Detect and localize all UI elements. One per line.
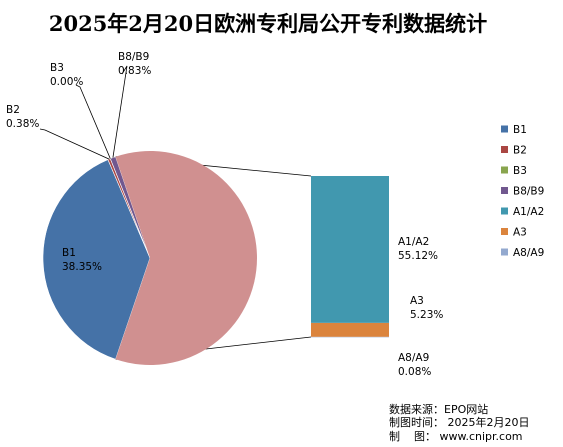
legend-item-a3: A3 bbox=[501, 227, 527, 239]
legend-swatch-b8b9 bbox=[501, 187, 508, 194]
chart-title: 2025年2月20日欧洲专利局公开专利数据统计 bbox=[49, 11, 487, 36]
label-name-a1a2: A1/A2 bbox=[398, 236, 429, 248]
legend-item-b1: B1 bbox=[501, 124, 527, 136]
legend-item-b8b9: B8/B9 bbox=[501, 186, 544, 198]
label-name-a3: A3 bbox=[410, 295, 424, 307]
label-name-a8a9: A8/A9 bbox=[398, 352, 429, 364]
date-line: 制图时间： 2025年2月20日 bbox=[389, 415, 530, 429]
bar-segment-a1a2 bbox=[311, 176, 389, 323]
legend-label-b3: B3 bbox=[513, 165, 527, 177]
label-value-a3: 5.23% bbox=[410, 309, 443, 321]
data-label-b2: B2 0.38% bbox=[6, 104, 39, 130]
data-label-b3: B30.00% bbox=[50, 62, 83, 88]
data-label-a8a9: A8/A9 0.08% bbox=[398, 352, 431, 378]
legend-swatch-a3 bbox=[501, 228, 508, 235]
bar-segment-a8a9 bbox=[311, 337, 389, 338]
legend-label-b2: B2 bbox=[513, 145, 527, 157]
legend-swatch-b2 bbox=[501, 146, 508, 153]
legend-label-a1a2: A1/A2 bbox=[513, 206, 544, 218]
data-label-a3: A3 5.23% bbox=[410, 295, 443, 321]
legend-swatch-a8a9 bbox=[501, 249, 508, 256]
bar-segment-a3 bbox=[311, 323, 389, 337]
label-value-b1: 38.35% bbox=[62, 261, 102, 273]
author-line: 制 图： www.cnipr.com bbox=[389, 430, 523, 443]
label-name-b2: B2 bbox=[6, 104, 20, 116]
label-value-a8a9: 0.08% bbox=[398, 366, 431, 378]
label-value-a1a2: 55.12% bbox=[398, 250, 438, 262]
data-label-a1a2: A1/A2 55.12% bbox=[398, 236, 438, 262]
legend-label-b8b9: B8/B9 bbox=[513, 186, 544, 198]
label-name-b8b9: B8/B9 bbox=[118, 51, 149, 63]
label-name-b3: B3 bbox=[50, 62, 64, 74]
label-value-b8b9: 0.83% bbox=[118, 65, 151, 77]
stacked-bar bbox=[311, 176, 389, 337]
legend-item-b2: B2 bbox=[501, 145, 527, 157]
legend-label-b1: B1 bbox=[513, 124, 527, 136]
leader-line-b2 bbox=[40, 129, 109, 159]
label-name-b1: B1 bbox=[62, 247, 76, 259]
legend-swatch-a1a2 bbox=[501, 208, 508, 215]
legend-swatch-b3 bbox=[501, 167, 508, 174]
leader-line-b3 bbox=[76, 85, 110, 159]
legend-item-a8a9: A8/A9 bbox=[501, 247, 544, 259]
legend-item-b3: B3 bbox=[501, 165, 527, 177]
legend-label-a3: A3 bbox=[513, 227, 527, 239]
leader-line-b8b9 bbox=[113, 66, 127, 158]
label-value-b2: 0.38% bbox=[6, 118, 39, 130]
legend-label-a8a9: A8/A9 bbox=[513, 247, 544, 259]
legend-item-a1a2: A1/A2 bbox=[501, 206, 544, 218]
legend-swatch-b1 bbox=[501, 126, 508, 133]
legend: B1 B2 B3 B8/B9 A1/A2 A3 A8/A9 bbox=[501, 124, 544, 259]
source-line: 数据来源：EPO网站 bbox=[389, 402, 488, 416]
